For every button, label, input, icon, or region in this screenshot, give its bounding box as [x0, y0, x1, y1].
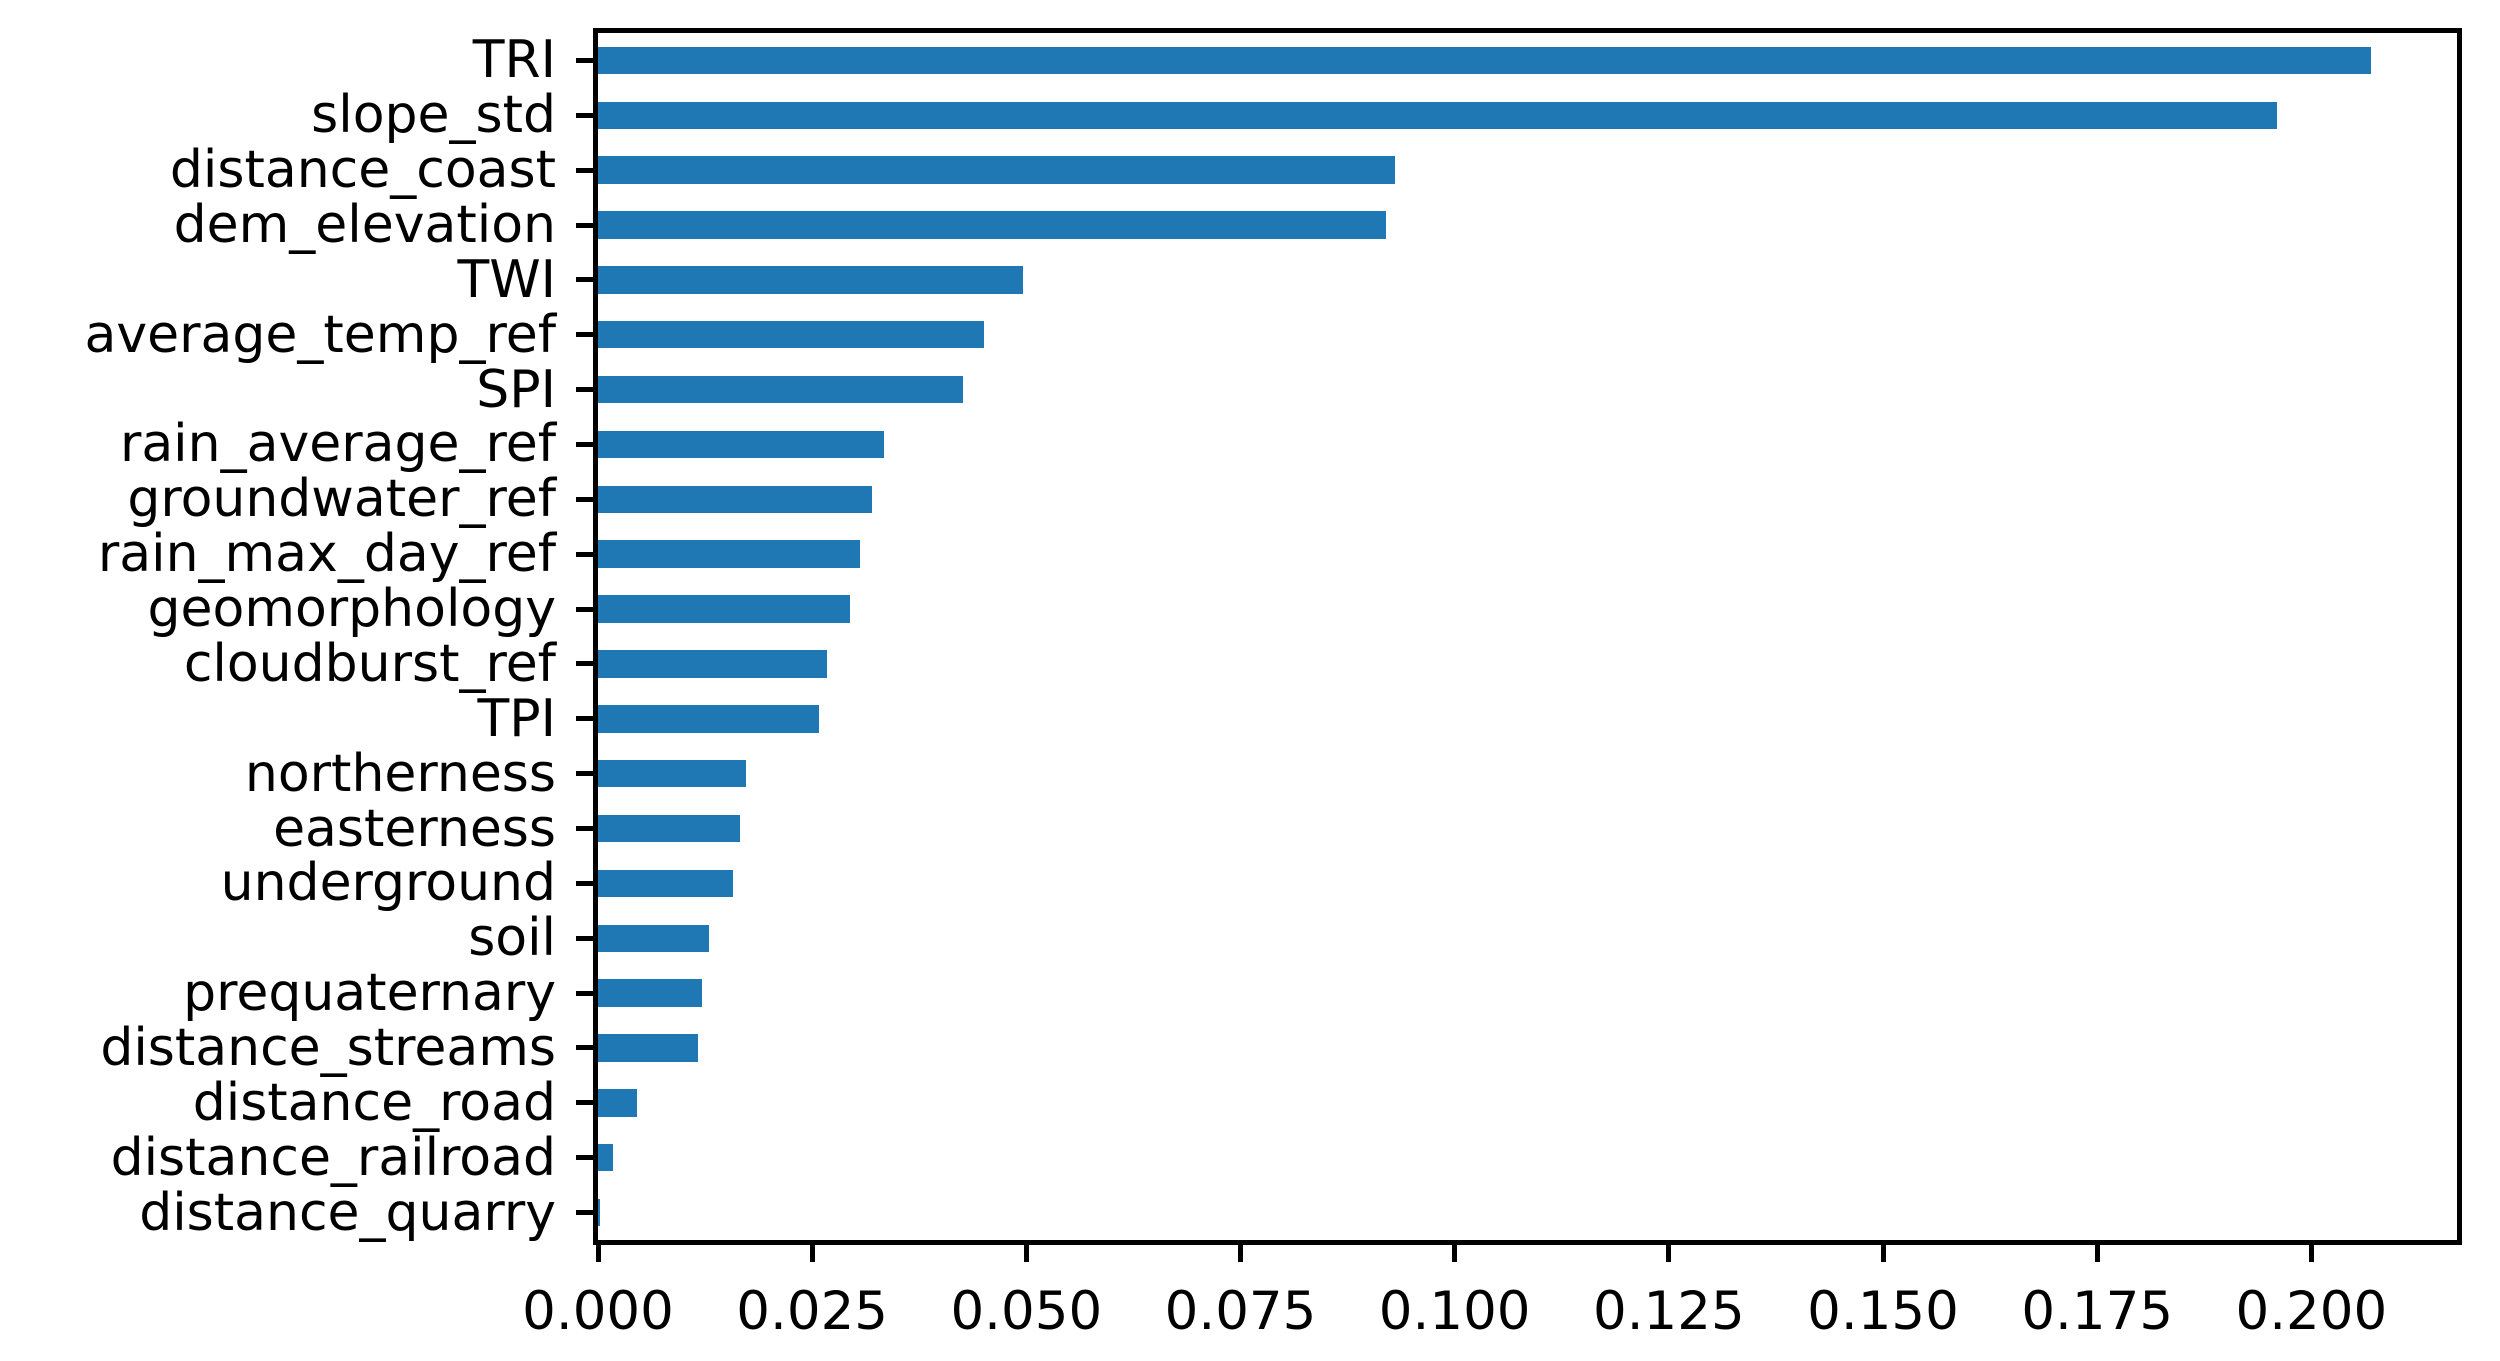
- x-tick-label: 0.025: [736, 1281, 889, 1342]
- bar-distance_coast: [598, 156, 1395, 184]
- y-tick-label: rain_average_ref: [119, 414, 556, 475]
- x-axis-tick: [1666, 1245, 1672, 1262]
- x-tick-label: 0.125: [1592, 1281, 1745, 1342]
- plot-area: TRI slope_std distance_coast dem_elevation T…: [85, 28, 2462, 1342]
- y-axis-tick: [576, 1155, 593, 1161]
- x-axis-tick: [1023, 1245, 1029, 1262]
- y-axis-tick: [576, 1210, 593, 1216]
- bar-distance_railroad: [598, 1143, 614, 1172]
- x-axis-tick: [1880, 1245, 1886, 1262]
- y-axis-tick: [576, 551, 593, 557]
- x-tick-label: 0.150: [1807, 1281, 1959, 1342]
- bar-cloudburst_ref: [598, 650, 827, 678]
- y-axis-tick: [576, 716, 593, 722]
- y-tick-label: prequaternary: [183, 963, 556, 1024]
- y-tick-label: cloudburst_ref: [183, 633, 556, 694]
- y-tick-label: average_temp_ref: [84, 304, 556, 365]
- y-tick-label: geomorphology: [147, 579, 556, 640]
- y-tick-label: northerness: [244, 743, 556, 804]
- y-axis-tick: [576, 990, 593, 996]
- y-tick-label: distance_railroad: [110, 1127, 556, 1188]
- y-tick-label: TPI: [477, 688, 556, 749]
- y-axis-tick: [576, 332, 593, 338]
- x-tick-label: 0.100: [1378, 1281, 1531, 1342]
- y-tick-label: distance_coast: [169, 140, 556, 201]
- y-axis-tick: [576, 826, 593, 832]
- y-axis-tick: [576, 441, 593, 447]
- y-tick-label: slope_std: [311, 85, 556, 146]
- bar-distance_road: [598, 1089, 638, 1117]
- y-axis-tick: [576, 1100, 593, 1106]
- y-axis-tick: [576, 661, 593, 667]
- x-axis-tick: [2094, 1245, 2100, 1262]
- y-axis-tick: [576, 57, 593, 63]
- x-axis-tick: [595, 1245, 601, 1262]
- y-tick-label: distance_streams: [100, 1017, 556, 1078]
- y-tick-label: TRI: [472, 30, 556, 91]
- bar-groundwater_ref: [598, 485, 873, 514]
- bar-distance_streams: [598, 1034, 699, 1062]
- y-axis-tick: [576, 606, 593, 612]
- x-axis-tick: [809, 1245, 815, 1262]
- y-tick-label: underground: [220, 853, 556, 914]
- y-axis-tick: [576, 222, 593, 228]
- x-tick-label: 0.075: [1164, 1281, 1317, 1342]
- bar-prequaternary: [598, 979, 702, 1007]
- bar-rain_max_day_ref: [598, 540, 861, 568]
- y-axis-tick: [576, 935, 593, 941]
- bar-TRI: [598, 46, 2372, 75]
- y-axis-tick: [576, 112, 593, 118]
- y-axis-tick: [576, 1045, 593, 1051]
- bar-soil: [598, 924, 710, 952]
- bar-rain_average_ref: [598, 430, 885, 459]
- x-tick-label: 0.050: [950, 1281, 1103, 1342]
- y-tick-label: dem_elevation: [173, 195, 556, 256]
- x-tick-label: 0.175: [2021, 1281, 2174, 1342]
- bar-slope_std: [598, 101, 2278, 129]
- x-axis-tick: [1238, 1245, 1243, 1262]
- x-tick-label: 0.200: [2235, 1281, 2388, 1342]
- y-axis-tick: [576, 167, 593, 173]
- bar-SPI: [598, 375, 963, 404]
- x-axis-tick: [2308, 1245, 2314, 1262]
- y-axis-tick: [576, 496, 593, 502]
- y-tick-label: distance_road: [192, 1072, 556, 1133]
- y-tick-label: rain_max_day_ref: [97, 524, 556, 585]
- bar-distance_quarry: [598, 1198, 600, 1227]
- y-axis-tick: [576, 880, 593, 886]
- y-tick-label: TWI: [457, 249, 556, 310]
- bar-TPI: [598, 705, 820, 733]
- y-axis-tick: [576, 387, 593, 393]
- bar-underground: [598, 869, 734, 898]
- x-axis-tick: [1452, 1245, 1458, 1262]
- y-tick-label: distance_quarry: [139, 1182, 556, 1243]
- y-tick-label: soil: [468, 908, 556, 969]
- bar-easterness: [598, 814, 741, 843]
- y-axis-tick: [576, 771, 593, 777]
- bar-average_temp_ref: [598, 321, 984, 349]
- y-axis-tick: [576, 277, 593, 283]
- bar-TWI: [598, 266, 1023, 294]
- bar-northerness: [598, 759, 747, 788]
- bar-geomorphology: [598, 595, 850, 623]
- bar-dem_elevation: [598, 211, 1387, 239]
- y-tick-label: easterness: [273, 798, 556, 859]
- y-tick-label: SPI: [476, 359, 556, 420]
- x-tick-label: 0.000: [522, 1281, 674, 1342]
- y-tick-label: groundwater_ref: [127, 469, 556, 530]
